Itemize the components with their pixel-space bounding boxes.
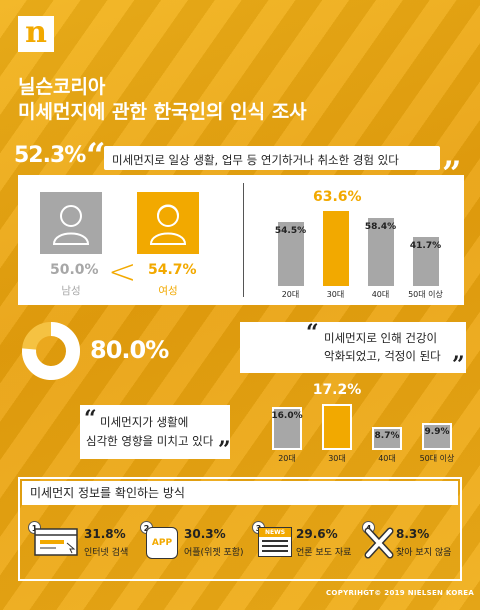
methods-panel [18, 477, 462, 581]
section2-quote2-box [80, 405, 230, 459]
male-label: 남성 [61, 285, 81, 297]
bar-1 [272, 406, 302, 450]
bar-3 [367, 217, 394, 286]
page-title: 미세먼지에 관한 한국인의 인식 조사 [18, 101, 307, 123]
female-label: 여성 [158, 285, 178, 297]
bar-value-label-4: 9.9% [424, 427, 450, 438]
section1-quote-box [104, 146, 440, 170]
bar-value-label-3: 58.4% [364, 221, 397, 232]
bar-value-label-4: 41.7% [409, 241, 442, 252]
section2-quote2-line1: 미세먼지가 생활에 [100, 415, 189, 429]
close-quote-icon-2: ” [452, 352, 465, 378]
bar-value-label-2: 63.6% [313, 189, 362, 206]
bar-4 [422, 423, 452, 450]
section2-quote-box [240, 322, 466, 373]
open-quote-icon: “ [86, 136, 106, 176]
bar-4 [412, 237, 439, 286]
category-label-1: 20대 [278, 454, 296, 463]
category-label-2: 30대 [326, 290, 345, 299]
method-pct-2: 30.3% [184, 527, 226, 541]
comparator-sign: < [108, 252, 137, 292]
close-quote-icon-3: ” [218, 437, 231, 463]
category-label-1: 20대 [281, 290, 300, 299]
app-icon: APP [146, 527, 178, 559]
methods-title: 미세먼지 정보를 확인하는 방식 [22, 481, 458, 505]
section1-quote: 미세먼지로 일상 생활, 업무 등 연기하거나 취소한 경험 있다 [112, 153, 399, 167]
bar-3 [372, 426, 402, 450]
browser-icon [34, 527, 78, 557]
newspaper-icon: NEWS [258, 527, 292, 557]
category-label-2: 30대 [328, 454, 346, 463]
section1-headline-pct: 52.3% [14, 143, 86, 168]
male-pct: 50.0% [50, 262, 99, 278]
method-pct-4: 8.3% [396, 527, 430, 541]
age-chart-health: 16.0% 20대 17.2% 30대 8.7% 40대 9.9% 50대 이상 [262, 372, 462, 466]
bar-2 [322, 403, 352, 450]
method-label-3: 언론 보도 자료 [296, 548, 352, 558]
method-label-4: 찾아 보지 않음 [396, 548, 452, 558]
female-pct: 54.7% [148, 262, 197, 278]
section2-quote2-line2: 심각한 영향을 미치고 있다 [86, 434, 214, 448]
male-avatar-icon [40, 192, 102, 254]
category-label-4: 50대 이상 [419, 454, 455, 463]
section2-quote-line2: 악화되었고, 걱정이 된다 [324, 349, 441, 363]
bar-1 [277, 222, 304, 286]
open-quote-icon-3: “ [84, 406, 97, 432]
bar-value-label-2: 17.2% [312, 381, 362, 398]
category-label-4: 50대 이상 [408, 290, 443, 299]
method-label-2: 어플(위젯 포함) [184, 548, 244, 558]
copyright: COPYRIHGT© 2019 NIELSEN KOREA [326, 589, 475, 597]
section2-quote-line1: 미세먼지로 인해 건강이 [324, 331, 438, 345]
donut-80-icon [20, 320, 82, 386]
category-label-3: 40대 [378, 454, 396, 463]
age-chart-delay: 54.5% 20대 63.6% 30대 58.4% 40대 41.7% 50대 이상 [268, 186, 448, 300]
nielsen-logo: n [18, 16, 54, 52]
x-mark-icon [364, 527, 394, 563]
method-label-1: 인터넷 검색 [84, 548, 129, 558]
open-quote-icon-2: “ [306, 320, 319, 346]
category-label-3: 40대 [371, 290, 390, 299]
method-pct-3: 29.6% [296, 527, 338, 541]
bar-value-label-3: 8.7% [374, 430, 400, 441]
bar-2 [322, 211, 349, 286]
female-avatar-icon [137, 192, 199, 254]
panel-divider [243, 183, 244, 297]
brand-name: 닐슨코리아 [18, 76, 106, 98]
newspaper-icon-text: NEWS [259, 528, 291, 537]
bar-value-label-1: 54.5% [274, 226, 307, 237]
method-pct-1: 31.8% [84, 527, 126, 541]
bar-value-label-1: 16.0% [271, 410, 303, 421]
section2-headline-pct: 80.0% [90, 336, 169, 364]
